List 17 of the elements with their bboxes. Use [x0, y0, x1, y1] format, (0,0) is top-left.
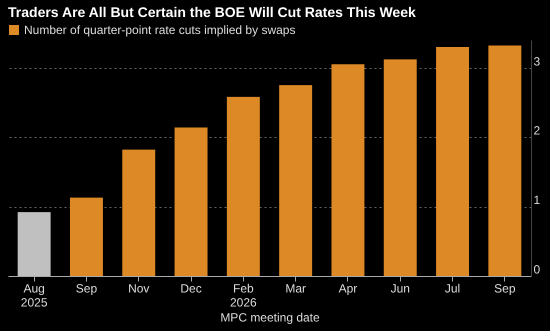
y-tick-label: 2 — [534, 124, 540, 138]
x-tick-label: Jul — [444, 282, 460, 296]
x-tick-label: Feb 2026 — [230, 282, 258, 310]
x-tick-label: Jun — [390, 282, 410, 296]
x-tick-label: Sep — [76, 282, 98, 296]
chart-title: Traders Are All But Certain the BOE Will Cut Rates This Week — [8, 4, 416, 20]
x-tick-label: Apr — [338, 282, 358, 296]
legend-label: Number of quarter-point rate cuts implied by swaps — [24, 23, 296, 37]
y-tick-label: 0 — [534, 262, 540, 276]
x-tick-label: Sep — [494, 282, 516, 296]
x-axis-title: MPC meeting date — [220, 310, 320, 324]
x-tick-label: Dec — [180, 282, 202, 296]
x-tick-label: Aug 2025 — [20, 282, 48, 310]
y-tick-label: 1 — [534, 193, 540, 208]
x-tick-label: Mar — [285, 282, 306, 296]
y-tick-label: 3 — [534, 54, 540, 68]
x-tick-label: Nov — [128, 282, 150, 296]
